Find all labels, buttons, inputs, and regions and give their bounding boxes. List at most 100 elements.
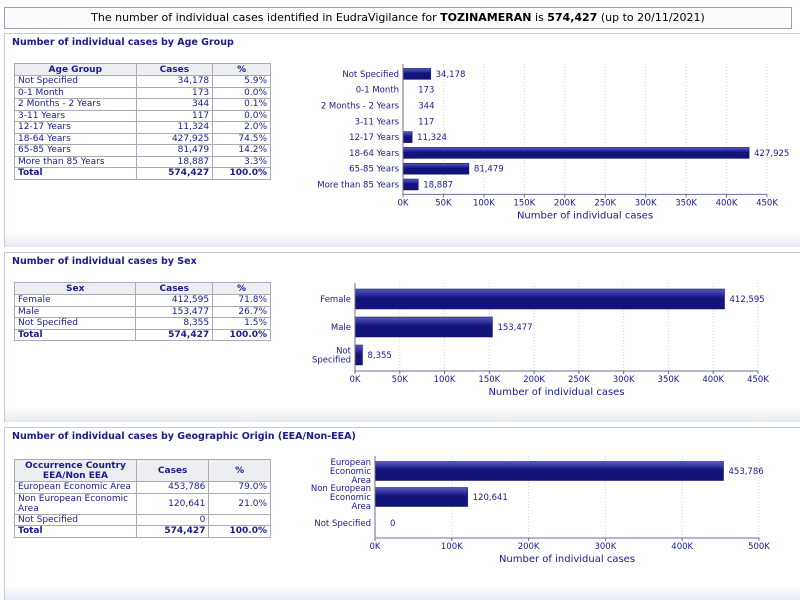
category-label-line: 65-85 Years [349, 165, 399, 175]
row-percent: 3.3% [212, 155, 271, 168]
column-header: Age Group [14, 63, 137, 76]
row-label: Female [13, 294, 137, 307]
bar [374, 487, 468, 507]
banner-suffix: (up to 20/11/2021) [600, 11, 705, 24]
table-row: European Economic Area 453,786 79.0% [14, 481, 271, 494]
row-cases: 18,887 [135, 155, 214, 168]
table-row: 3-11 Years 117 0.0% [14, 109, 271, 122]
total-percent: 100.0% [208, 525, 271, 538]
row-cases: 34,178 [135, 75, 214, 88]
column-header: Cases [135, 459, 210, 482]
section-footer-shade [5, 408, 800, 422]
column-header: Cases [135, 282, 214, 295]
row-percent: 1.5% [212, 317, 271, 330]
category-label-line: Not Specified [342, 70, 399, 80]
category-label-line: Female [320, 295, 351, 305]
tick-label: 100K [473, 198, 495, 208]
tick-label: 0K [398, 198, 409, 208]
column-header: Sex [13, 282, 137, 295]
geographic-origin-title: Number of individual cases by Geographic… [12, 431, 356, 442]
row-label: Not Specified [14, 75, 137, 88]
total-cases: 574,427 [135, 167, 214, 180]
table-row: 0-1 Month 173 0.0% [14, 86, 271, 99]
bar [402, 68, 431, 80]
tick-label: 150K [513, 198, 535, 208]
tick-label: 300K [594, 542, 616, 552]
data-label: 412,595 [730, 295, 765, 305]
tick-label: 50K [392, 375, 409, 385]
category-label: 12-17 Years [349, 133, 399, 143]
category-label-line: 12-17 Years [349, 133, 399, 143]
table-row: 2 Months - 2 Years 344 0.1% [14, 98, 271, 111]
row-cases: 11,324 [135, 121, 214, 134]
bar [402, 178, 419, 191]
total-cases: 574,427 [135, 328, 214, 341]
column-header: Cases [135, 63, 214, 76]
category-label-line: More than 85 Years [317, 181, 399, 191]
row-label: 3-11 Years [14, 109, 137, 122]
table-row: 18-64 Years 427,925 74.5% [14, 132, 271, 145]
age-group-title: Number of individual cases by Age Group [12, 37, 234, 48]
data-label: 11,324 [417, 133, 447, 143]
row-cases: 0 [135, 513, 210, 526]
row-cases: 8,355 [135, 317, 214, 330]
row-label: Not Specified [13, 317, 137, 330]
row-cases: 453,786 [135, 481, 210, 494]
category-label-line: Area [351, 502, 371, 512]
row-cases: 120,641 [135, 492, 210, 515]
category-label-line: Non European [311, 484, 371, 494]
tick-label: 250K [568, 375, 590, 385]
row-cases: 344 [135, 98, 214, 111]
tick-label: 450K [756, 198, 778, 208]
x-axis-title: Number of individual cases [517, 210, 653, 221]
category-label: Male [331, 323, 351, 333]
category-label-line: 18-64 Years [349, 149, 399, 159]
tick-label: 200K [523, 375, 545, 385]
age-group-bar-chart: Not Specified 34,178 0-1 Month 173 2 Months … [317, 64, 789, 221]
row-label: Not Specified [14, 513, 137, 526]
x-axis-title: Number of individual cases [488, 387, 624, 398]
bar [402, 162, 470, 175]
tick-label: 400K [716, 198, 738, 208]
table-total-row: Total 574,427 100.0% [14, 167, 271, 180]
table-row: Female 412,595 71.8% [13, 294, 271, 307]
tick-label: 250K [594, 198, 616, 208]
row-label: 0-1 Month [14, 86, 137, 99]
sex-section: Number of individual cases by Sex Sex Ca… [4, 252, 800, 422]
table-total-row: Total 574,427 100.0% [14, 525, 271, 538]
total-percent: 100.0% [212, 328, 271, 341]
table-header-row: Sex Cases % [13, 282, 271, 295]
row-cases: 173 [135, 86, 214, 99]
tick-label: 450K [747, 375, 769, 385]
tick-label: 50K [435, 198, 452, 208]
data-label: 173 [418, 86, 434, 96]
data-label: 153,477 [497, 323, 532, 333]
category-label: Not Specified [342, 70, 399, 80]
banner-product: TOZINAMERAN [440, 11, 532, 24]
tick-label: 100K [434, 375, 456, 385]
tick-label: 300K [613, 375, 635, 385]
column-header: % [212, 63, 271, 76]
category-label: Not Specified [314, 519, 371, 529]
tick-label: 300K [635, 198, 657, 208]
total-label: Total [14, 525, 137, 538]
row-percent: 0.0% [212, 109, 271, 122]
table-header-row: Occurrence Country EEA/Non EEA Cases % [14, 459, 271, 482]
geographic-origin-section: Number of individual cases by Geographic… [4, 427, 800, 600]
category-label-line: Economic [330, 467, 371, 477]
row-percent: 2.0% [212, 121, 271, 134]
data-label: 427,925 [754, 149, 789, 159]
tick-label: 200K [554, 198, 576, 208]
row-label: 65-85 Years [14, 144, 137, 157]
tick-label: 350K [675, 198, 697, 208]
row-cases: 117 [135, 109, 214, 122]
category-label-line: European [331, 458, 372, 468]
column-header: % [208, 459, 271, 482]
category-label: Non European Economic Area [311, 484, 371, 512]
category-label-line: Not Specified [314, 519, 371, 529]
tick-label: 0K [370, 542, 381, 552]
banner-total: 574,427 [547, 11, 598, 24]
row-cases: 81,479 [135, 144, 214, 157]
bar [402, 147, 750, 159]
